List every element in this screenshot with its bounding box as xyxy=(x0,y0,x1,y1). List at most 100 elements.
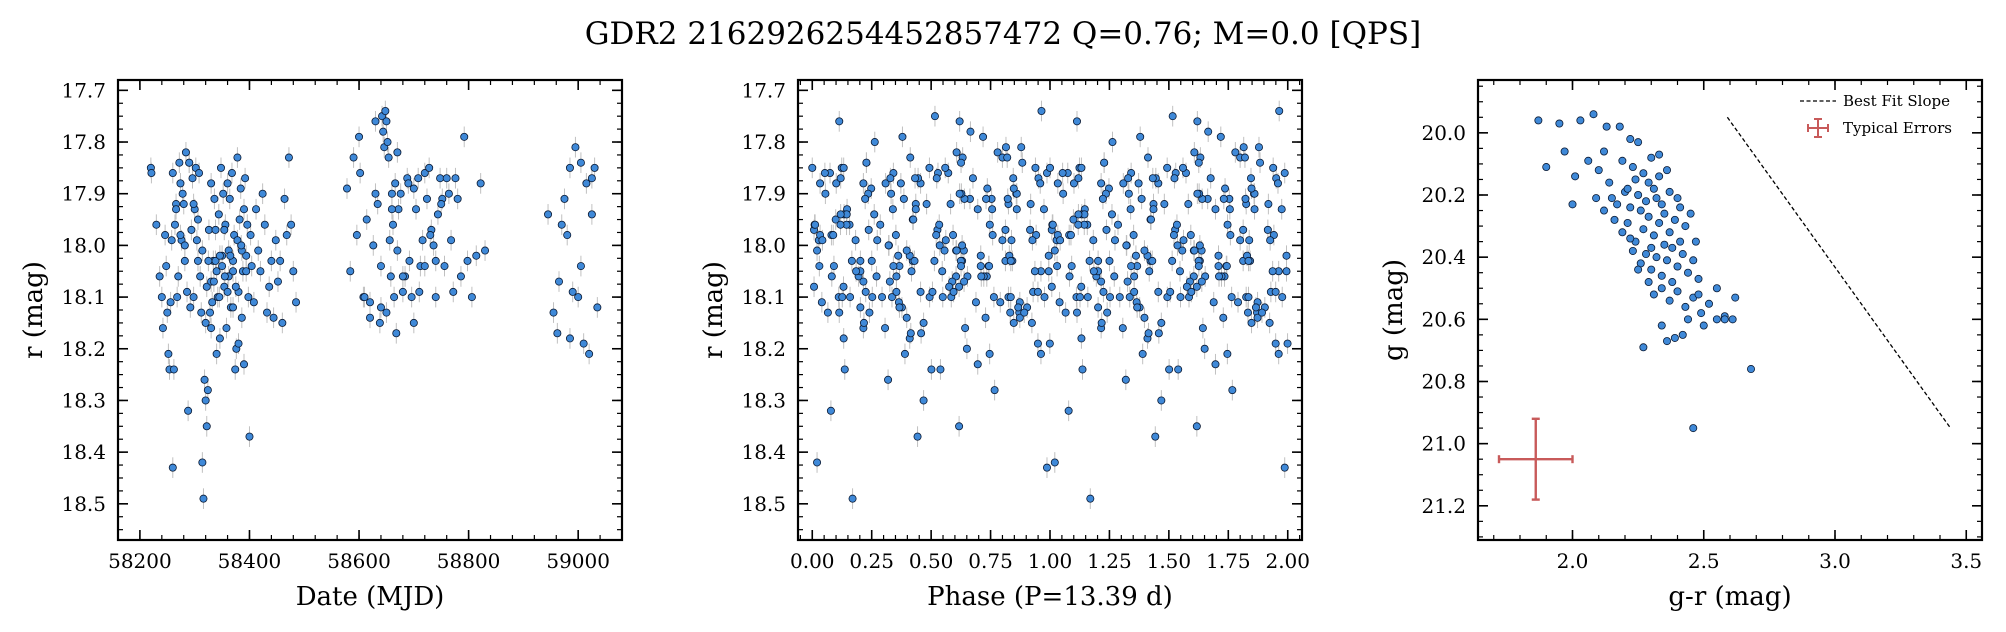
phase-point xyxy=(1074,220,1083,229)
lightcurve-point xyxy=(193,215,202,224)
lightcurve-point xyxy=(456,272,465,281)
phase-point xyxy=(1192,422,1201,431)
phase-point xyxy=(1124,174,1133,183)
lightcurve-point xyxy=(178,189,187,198)
phase-point xyxy=(873,236,882,245)
cmd-point xyxy=(1673,262,1682,271)
phase-point xyxy=(840,365,849,374)
phase-point xyxy=(1102,225,1111,234)
phase-point xyxy=(1097,318,1106,327)
y-tick-label: 18.1 xyxy=(741,285,786,309)
phase-point xyxy=(1157,318,1166,327)
phase-point xyxy=(1282,251,1291,260)
phase-point xyxy=(1192,282,1201,291)
phase-point xyxy=(1055,298,1064,307)
phase-point xyxy=(820,169,829,178)
cmd-point xyxy=(1668,243,1677,252)
lightcurve-point xyxy=(239,360,248,369)
phase-point xyxy=(1110,272,1119,281)
lightcurve-point xyxy=(260,220,269,229)
y-tick-label: 17.7 xyxy=(741,78,786,102)
phase-y-axis-label: r (mag) xyxy=(699,261,729,359)
cmd-point xyxy=(1665,187,1674,196)
phase-point xyxy=(932,231,941,240)
x-tick-label: 58400 xyxy=(218,549,282,573)
lightcurve-point xyxy=(284,153,293,162)
lightcurve-point xyxy=(147,169,156,178)
cmd-point xyxy=(1660,240,1669,249)
phase-point xyxy=(927,365,936,374)
lightcurve-point xyxy=(280,194,289,203)
phase-point xyxy=(1108,138,1117,147)
phase-point xyxy=(1118,324,1127,333)
y-tick-label: 20.8 xyxy=(1421,369,1466,393)
phase-point xyxy=(977,272,986,281)
lightcurve-point xyxy=(346,267,355,276)
phase-point xyxy=(895,303,904,312)
lightcurve-point xyxy=(212,349,221,358)
cmd-point xyxy=(1626,135,1635,144)
phase-point xyxy=(1119,179,1128,188)
cmd-point xyxy=(1720,315,1729,324)
phase-point xyxy=(955,422,964,431)
cmd-point xyxy=(1613,200,1622,209)
figure-title: GDR2 2162926254452857472 Q=0.76; M=0.0 [… xyxy=(585,16,1421,52)
lightcurve-point xyxy=(152,220,161,229)
phase-point xyxy=(1031,163,1040,172)
phase-point xyxy=(928,287,937,296)
y-tick-label: 18.0 xyxy=(741,233,786,257)
y-tick-label: 17.9 xyxy=(61,182,106,206)
lightcurve-point xyxy=(215,334,224,343)
phase-point xyxy=(1017,143,1026,152)
cmd-point xyxy=(1639,225,1648,234)
lightcurve-point xyxy=(576,262,585,271)
phase-point xyxy=(946,200,955,209)
lightcurve-point xyxy=(189,293,198,302)
phase-point xyxy=(909,215,918,224)
lightcurve-point xyxy=(376,262,385,271)
x-tick-label: 1.00 xyxy=(1028,549,1073,573)
phase-point xyxy=(881,324,890,333)
lightcurve-point xyxy=(197,308,206,317)
phase-point xyxy=(1151,432,1160,441)
phase-point xyxy=(1179,236,1188,245)
phase-point xyxy=(916,287,925,296)
phase-point xyxy=(1046,163,1055,172)
x-tick-label: 0.75 xyxy=(968,549,1013,573)
lightcurve-point xyxy=(571,143,580,152)
phase-point xyxy=(913,432,922,441)
lightcurve-point xyxy=(208,298,217,307)
phase-point xyxy=(1121,375,1130,384)
phase-point xyxy=(891,231,900,240)
lightcurve-point xyxy=(170,220,179,229)
lightcurve-point xyxy=(239,205,248,214)
phase-point xyxy=(930,112,939,121)
cmd-point xyxy=(1652,253,1661,262)
cmd-point xyxy=(1686,209,1695,218)
cmd-point xyxy=(1665,296,1674,305)
cmd-point xyxy=(1636,206,1645,215)
phase-point xyxy=(1026,200,1035,209)
lightcurve-point xyxy=(365,298,374,307)
lightcurve-point xyxy=(229,303,238,312)
phase-point xyxy=(949,231,958,240)
phase-point xyxy=(1166,287,1175,296)
phase-point xyxy=(1269,163,1278,172)
phase-point xyxy=(836,220,845,229)
cmd-point xyxy=(1555,119,1564,128)
phase-point xyxy=(1089,236,1098,245)
phase-point xyxy=(1131,251,1140,260)
phase-point xyxy=(1125,293,1134,302)
lightcurve-point xyxy=(176,179,185,188)
lightcurve-point xyxy=(568,287,577,296)
phase-point xyxy=(884,241,893,250)
phase-point xyxy=(888,205,897,214)
cmd-y-axis-label: g (mag) xyxy=(1379,259,1409,361)
lightcurve-point xyxy=(258,189,267,198)
lightcurve-y-axis-label: r (mag) xyxy=(19,261,49,359)
phase-point xyxy=(1168,112,1177,121)
phase-point xyxy=(1170,174,1179,183)
phase-point xyxy=(859,318,868,327)
phase-point xyxy=(1163,163,1172,172)
